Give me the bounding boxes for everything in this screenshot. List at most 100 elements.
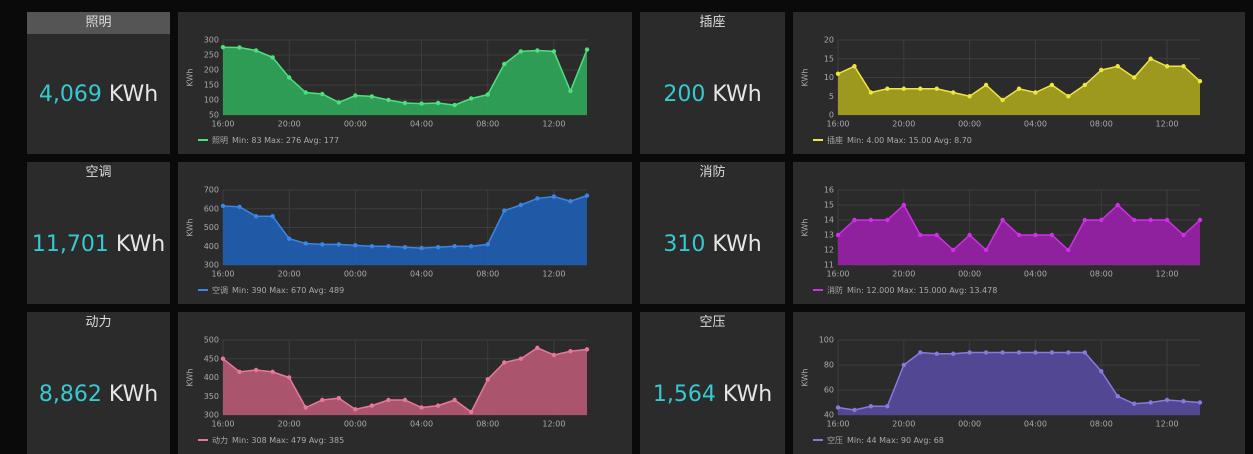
stat-value: 11,701 KWh [27, 232, 170, 257]
point [950, 351, 956, 356]
point [402, 397, 408, 403]
point [1099, 369, 1104, 374]
chart: 40 60 80 100 16:00 20:00 00:00 04:00 08:00 12:00 K… [801, 336, 1203, 445]
legend-stats: Min: 44 Max: 90 Avg: 68 [847, 436, 944, 445]
point [369, 94, 375, 99]
point [270, 55, 275, 60]
legend-name: 照明 [212, 136, 228, 145]
point [1033, 232, 1038, 238]
point [253, 48, 259, 53]
chart: 50 100 150 200 250 300 16:00 20:00 00:00 04:00 08:… [186, 36, 590, 145]
chart-panel: 300 400 500 600 700 16:00 20:00 00:00 04:00 08:00… [178, 162, 632, 304]
point [1181, 399, 1186, 404]
point [286, 236, 292, 241]
stat-panel: 动力 8,862 KWh [27, 312, 170, 454]
x-tick-label: 08:00 [476, 270, 499, 279]
point [1181, 232, 1186, 238]
point [934, 351, 939, 356]
point [852, 407, 857, 413]
point [1049, 232, 1055, 238]
point [237, 204, 242, 210]
x-tick-label: 20:00 [892, 270, 915, 279]
point [967, 232, 972, 238]
point [1000, 97, 1005, 103]
x-tick-label: 16:00 [826, 420, 849, 429]
x-tick-label: 08:00 [1090, 120, 1113, 129]
point [402, 244, 408, 250]
x-tick-label: 00:00 [344, 420, 367, 429]
point [852, 217, 857, 223]
x-tick-label: 04:00 [410, 120, 433, 129]
point [1049, 350, 1055, 355]
chart: 0 5 10 15 20 16:00 20:00 00:00 04:00 08:00 12:00 KW… [801, 36, 1203, 145]
legend-entry: 动力 Min: 308 Max: 479 Avg: 385 [212, 435, 344, 445]
x-tick-label: 12:00 [1156, 420, 1179, 429]
point [1099, 67, 1104, 73]
y-tick-label: 300 [204, 36, 219, 45]
stat-title: 空调 [85, 165, 112, 180]
point [402, 100, 408, 106]
stat-panel: 空压 1,564 KWh [640, 312, 785, 454]
point [386, 244, 391, 249]
point [1197, 217, 1203, 223]
y-tick-label: 12 [824, 246, 834, 255]
x-tick-label: 20:00 [278, 420, 301, 429]
point [885, 404, 890, 409]
stat-value: 1,564 KWh [640, 382, 785, 407]
x-tick-label: 04:00 [410, 270, 433, 279]
y-tick-label: 50 [209, 111, 219, 120]
x-tick-label: 20:00 [278, 120, 301, 129]
y-tick-label: 100 [819, 336, 834, 345]
stat-value: 200 KWh [640, 82, 785, 107]
point [1066, 247, 1071, 253]
point [551, 352, 557, 358]
chart: 300 350 400 450 500 16:00 20:00 00:00 04:00 08:00… [186, 336, 590, 445]
point [1197, 79, 1203, 84]
x-tick-label: 00:00 [958, 420, 981, 429]
point [369, 244, 375, 249]
point [303, 90, 308, 95]
point [584, 347, 590, 352]
x-tick-label: 16:00 [826, 270, 849, 279]
x-tick-label: 16:00 [826, 120, 849, 129]
point [435, 100, 441, 106]
point [1066, 350, 1071, 355]
chart: 300 400 500 600 700 16:00 20:00 00:00 04:00 08:00… [186, 186, 590, 295]
y-tick-label: 400 [204, 373, 219, 382]
point [1033, 350, 1038, 355]
x-tick-label: 00:00 [958, 120, 981, 129]
point [502, 61, 507, 67]
point [237, 45, 242, 50]
point [485, 242, 490, 247]
point [1066, 94, 1071, 99]
point [1082, 350, 1088, 355]
point [868, 90, 874, 95]
legend-name: 动力 [212, 435, 228, 445]
y-axis-label: KWh [186, 219, 195, 237]
stat-panel: 插座 200 KWh [640, 12, 785, 154]
x-tick-label: 12:00 [542, 420, 565, 429]
point [386, 397, 391, 403]
point [868, 217, 874, 223]
point [983, 350, 989, 355]
area [223, 347, 587, 415]
x-tick-label: 20:00 [278, 270, 301, 279]
y-tick-label: 10 [824, 73, 834, 82]
point [1197, 400, 1203, 405]
x-tick-label: 08:00 [476, 420, 499, 429]
chart-panel: 50 100 150 200 250 300 16:00 20:00 00:00 04:00 08:… [178, 12, 632, 154]
point [220, 45, 226, 50]
point [1115, 394, 1120, 399]
x-tick-label: 12:00 [542, 120, 565, 129]
point [303, 405, 308, 410]
y-tick-label: 500 [204, 336, 219, 345]
y-tick-label: 13 [824, 231, 834, 240]
point [1033, 90, 1038, 95]
point [835, 71, 841, 76]
point [237, 369, 242, 375]
y-tick-label: 300 [204, 411, 219, 420]
point [901, 202, 907, 208]
point [419, 405, 424, 410]
point [320, 91, 325, 97]
stat-unit: KWh [115, 232, 166, 257]
